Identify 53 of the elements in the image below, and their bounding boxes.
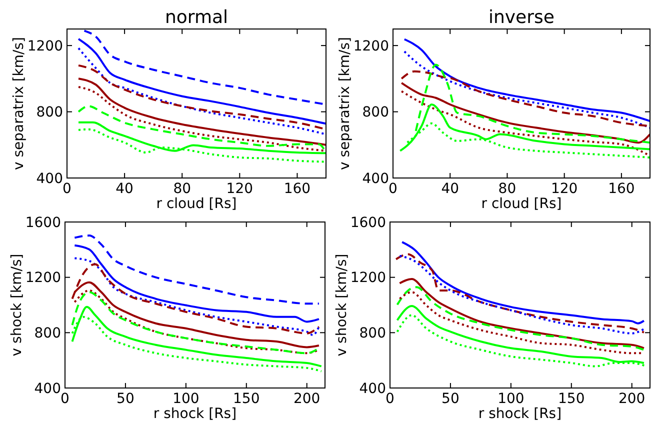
- x-axis-title: r cloud [Rs]: [156, 196, 237, 212]
- line-series: [74, 234, 320, 305]
- x-tick-label: 40: [116, 181, 134, 197]
- x-tick-label: 120: [550, 181, 578, 197]
- x-tick-label: 0: [62, 181, 72, 197]
- y-tick-label: 400: [362, 170, 389, 187]
- x-tick-label: 0: [386, 391, 394, 407]
- x-axis-title: r shock [Rs]: [153, 406, 237, 422]
- chart-title: normal: [164, 7, 228, 28]
- line-series: [78, 38, 326, 125]
- y-tick-label: 1200: [27, 38, 63, 54]
- x-tick-label: 120: [226, 181, 254, 197]
- y-tick-label: 800: [362, 104, 389, 121]
- y-axis-title: v separatrix [km/s]: [337, 37, 353, 170]
- line-series: [400, 90, 650, 157]
- y-tick-label: 800: [36, 104, 63, 121]
- y-axis-title: v shock [km/s]: [9, 254, 25, 356]
- y-axis-title: v separatrix [km/s]: [11, 37, 27, 170]
- line-series: [78, 86, 326, 152]
- x-tick-label: 40: [441, 181, 460, 197]
- x-axis-title: r cloud [Rs]: [481, 196, 562, 212]
- chart-title: inverse: [488, 7, 554, 28]
- x-tick-label: 150: [558, 391, 585, 407]
- y-tick-label: 1600: [350, 214, 386, 231]
- y-tick-label: 800: [359, 326, 386, 342]
- y-tick-label: 1600: [25, 214, 61, 231]
- x-axis-title: r shock [Rs]: [478, 406, 562, 422]
- y-tick-label: 1200: [353, 38, 389, 54]
- x-tick-label: 0: [60, 391, 70, 407]
- x-tick-label: 80: [173, 181, 192, 197]
- x-tick-label: 200: [618, 391, 646, 407]
- line-series: [78, 47, 326, 136]
- y-tick-label: 1200: [350, 270, 386, 286]
- line-series: [78, 78, 326, 146]
- x-tick-label: 80: [498, 181, 516, 197]
- y-tick-label: 400: [359, 380, 386, 397]
- x-tick-label: 50: [116, 391, 134, 407]
- x-tick-label: 160: [284, 181, 311, 197]
- y-tick-label: 400: [36, 170, 63, 187]
- line-series: [400, 70, 650, 128]
- line-series: [400, 82, 650, 144]
- x-tick-label: 100: [172, 391, 200, 407]
- y-tick-label: 400: [34, 380, 61, 397]
- x-tick-label: 50: [442, 391, 460, 407]
- y-tick-label: 1200: [25, 270, 61, 286]
- line-series: [396, 304, 645, 364]
- y-tick-label: 800: [34, 326, 61, 342]
- x-tick-label: 0: [388, 181, 398, 197]
- x-tick-label: 100: [498, 391, 524, 407]
- y-axis-title: v shock [km/s]: [334, 254, 350, 356]
- x-tick-label: 200: [293, 391, 320, 407]
- x-tick-label: 160: [608, 181, 635, 197]
- x-tick-label: 150: [233, 391, 260, 407]
